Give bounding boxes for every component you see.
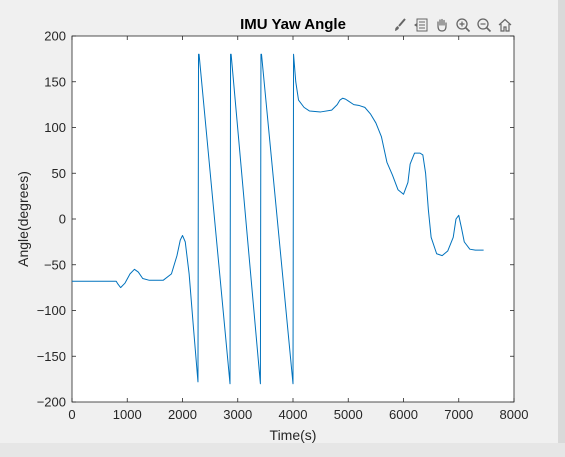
pan-hand-icon — [436, 18, 447, 32]
y-tick-label: 100 — [44, 120, 66, 135]
series-layer — [72, 53, 484, 385]
x-axis-label: Time(s) — [270, 427, 317, 443]
x-tick-label: 1000 — [113, 407, 142, 422]
y-tick-label: −50 — [44, 257, 66, 272]
x-tick-label: 3000 — [223, 407, 252, 422]
datatip-button[interactable] — [411, 14, 430, 36]
zoom-in-icon — [455, 18, 470, 33]
y-tick-label: 50 — [52, 166, 66, 181]
x-tick-label: 0 — [68, 407, 75, 422]
x-tick-label: 2000 — [168, 407, 197, 422]
x-tick-label: 7000 — [444, 407, 473, 422]
chart-title: IMU Yaw Angle — [240, 16, 346, 33]
tick-marks — [71, 35, 515, 403]
brush-icon — [394, 18, 406, 31]
x-tick-label: 4000 — [279, 407, 308, 422]
y-axis-label: Angle(degrees) — [15, 171, 31, 267]
y-tick-label: −150 — [37, 349, 66, 364]
tick-labels: 0 1000 2000 3000 4000 5000 6000 7000 8000−200−15… — [37, 29, 529, 423]
home-icon — [498, 18, 511, 32]
window-edge — [558, 0, 565, 457]
status-strip — [0, 443, 565, 457]
series-line-1 — [72, 53, 484, 385]
x-tick-label: 8000 — [500, 407, 529, 422]
y-tick-label: 200 — [44, 29, 66, 44]
x-tick-label: 5000 — [334, 407, 363, 422]
zoom-out-icon — [476, 18, 491, 33]
x-tick-label: 6000 — [389, 407, 418, 422]
axes-toolbar — [390, 12, 514, 38]
home-button[interactable] — [495, 14, 514, 36]
y-tick-label: −200 — [37, 395, 66, 410]
datatip-icon — [413, 18, 427, 32]
zoom-in-button[interactable] — [453, 14, 472, 36]
y-tick-label: 0 — [59, 212, 66, 227]
zoom-out-button[interactable] — [474, 14, 493, 36]
pan-button[interactable] — [432, 14, 451, 36]
y-tick-label: 150 — [44, 74, 66, 89]
brush-button[interactable] — [390, 14, 409, 36]
y-tick-label: −100 — [37, 303, 66, 318]
